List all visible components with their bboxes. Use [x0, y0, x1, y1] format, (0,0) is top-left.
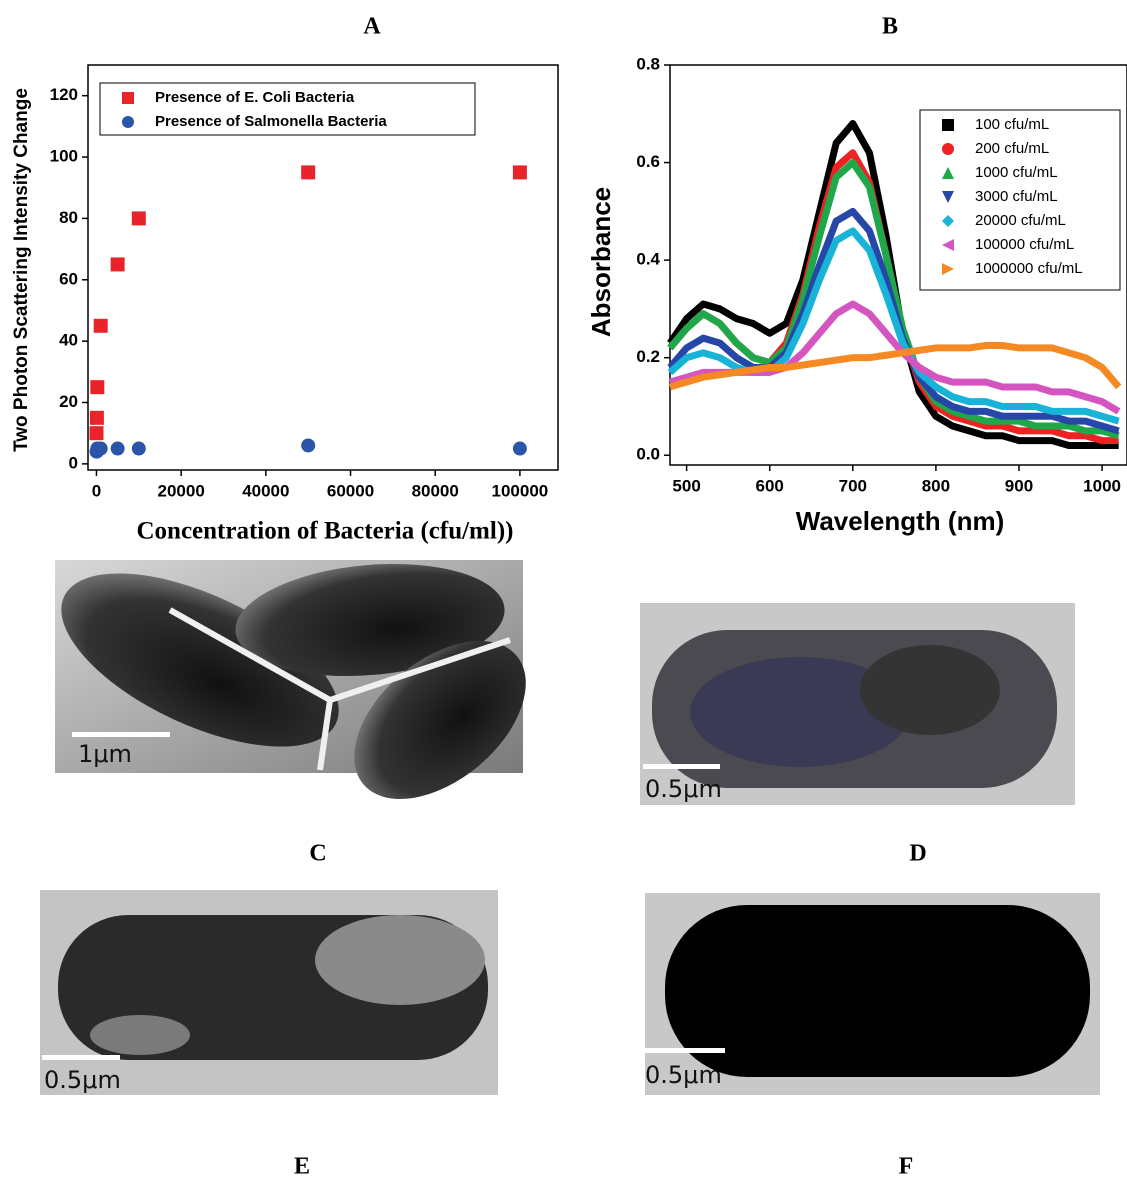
x-tick-label: 900	[1005, 476, 1033, 495]
legend-box	[99, 82, 476, 136]
y-tick-label: 0.4	[636, 250, 660, 269]
data-point	[131, 441, 146, 456]
micrograph-c	[55, 560, 526, 800]
legend-label: Presence of E. Coli Bacteria	[155, 89, 355, 106]
y-tick-label: 0.0	[636, 445, 660, 464]
x-tick-label: 0	[92, 481, 101, 500]
data-point	[89, 426, 104, 441]
panel-label: C	[309, 841, 326, 867]
x-axis-title: Wavelength (nm)	[796, 506, 1004, 536]
micrograph-e	[40, 890, 498, 1095]
data-line	[669, 341, 1122, 391]
data-point	[301, 165, 316, 180]
y-axis-title: Absorbance	[586, 187, 616, 337]
x-tick-label: 800	[922, 476, 950, 495]
legend-marker	[942, 263, 954, 275]
data-point	[93, 441, 108, 456]
y-tick-label: 60	[59, 269, 78, 288]
legend-box	[919, 109, 1121, 291]
x-tick-label: 700	[839, 476, 867, 495]
panel-label: E	[294, 1154, 310, 1180]
legend-label: 3000 cfu/mL	[975, 188, 1058, 205]
y-axis-title: Two Photon Scattering Intensity Change	[11, 88, 32, 452]
x-tick-label: 80000	[412, 481, 459, 500]
legend-marker	[122, 92, 134, 104]
y-tick-label: 0.2	[636, 347, 660, 366]
x-axis-title: Concentration of Bacteria (cfu/ml))	[137, 518, 514, 545]
data-line	[667, 159, 1120, 440]
legend-label: 100 cfu/mL	[975, 116, 1049, 133]
x-tick-label: 60000	[327, 481, 374, 500]
scale-bar-label: 0.5μm	[645, 775, 722, 803]
y-tick-label: 0.8	[636, 54, 660, 73]
legend-marker	[942, 119, 954, 131]
data-point	[110, 441, 125, 456]
panel-label: A	[363, 14, 381, 40]
x-tick-label: 1000	[1083, 476, 1121, 495]
data-point	[301, 438, 316, 453]
legend-marker	[942, 239, 954, 251]
panel-label: F	[899, 1154, 914, 1180]
x-tick-label: 600	[756, 476, 784, 495]
data-point	[512, 441, 527, 456]
y-tick-label: 80	[59, 208, 78, 227]
data-point	[131, 211, 146, 226]
legend-label: 200 cfu/mL	[975, 140, 1049, 157]
legend-marker	[122, 116, 134, 128]
legend-label: Presence of Salmonella Bacteria	[155, 113, 387, 130]
legend-marker	[942, 143, 954, 155]
x-tick-label: 40000	[242, 481, 289, 500]
legend-marker	[942, 167, 954, 179]
scale-bar-label: 0.5μm	[645, 1061, 722, 1089]
data-point	[93, 318, 108, 333]
scale-bar-label: 0.5μm	[44, 1066, 121, 1094]
y-tick-label: 0	[69, 453, 78, 472]
legend-label: 1000 cfu/mL	[975, 164, 1058, 181]
legend-label: 100000 cfu/mL	[975, 236, 1074, 253]
legend-label: 20000 cfu/mL	[975, 212, 1066, 229]
y-tick-label: 100	[50, 147, 78, 166]
data-point	[110, 257, 125, 272]
panel-label: B	[882, 14, 898, 40]
plot-frame	[669, 64, 1127, 466]
micrograph-f	[645, 893, 1100, 1095]
y-tick-label: 40	[59, 331, 78, 350]
x-tick-label: 100000	[492, 481, 549, 500]
y-tick-label: 20	[59, 392, 78, 411]
legend-label: 1000000 cfu/mL	[975, 260, 1083, 277]
legend-marker	[942, 191, 954, 203]
y-tick-label: 0.6	[636, 152, 660, 171]
x-tick-label: 500	[672, 476, 700, 495]
y-tick-label: 120	[50, 85, 78, 104]
legend-marker	[942, 215, 954, 227]
micrograph-d	[640, 603, 1075, 805]
scale-bar-label: 1μm	[78, 740, 132, 768]
x-tick-label: 20000	[158, 481, 205, 500]
data-point	[90, 380, 105, 395]
panel-label: D	[909, 841, 926, 867]
data-point	[512, 165, 527, 180]
data-point	[89, 410, 104, 425]
plot-frame	[87, 64, 559, 471]
